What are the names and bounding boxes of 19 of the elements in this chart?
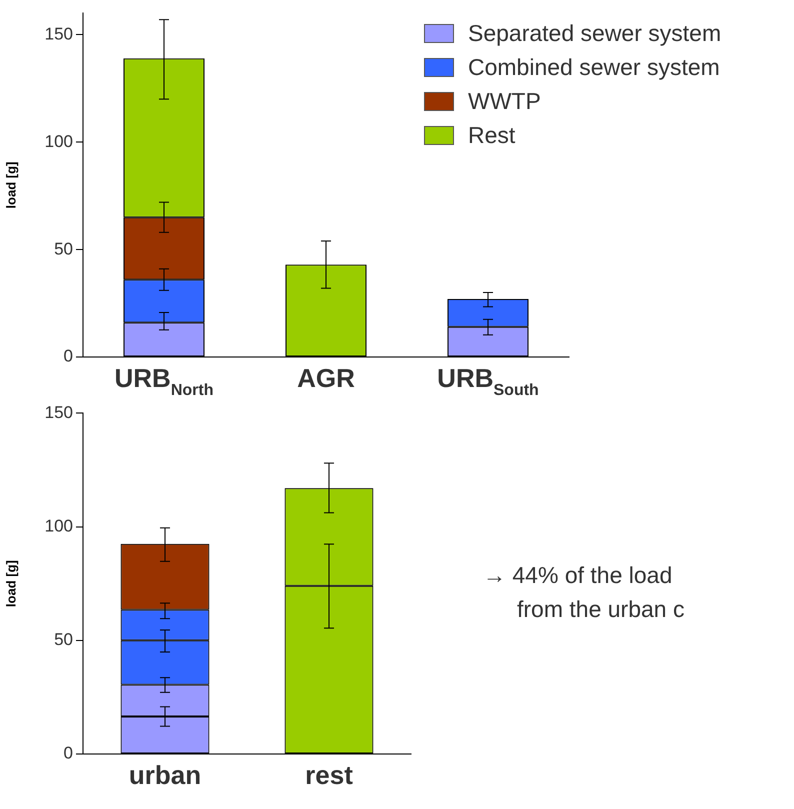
y-tick-label: 50	[54, 239, 73, 258]
y-tick-label: 150	[44, 24, 73, 44]
text: → 44% of the load	[483, 561, 674, 590]
legend-label: Rest	[468, 121, 516, 150]
legend-label: WWTP	[468, 87, 541, 116]
x-tick-label: AGR	[297, 363, 356, 393]
y-tick-label: 150	[44, 402, 73, 422]
y-tick-label: 0	[64, 744, 73, 763]
y-axis-title: load [g]	[3, 560, 18, 608]
y-tick-label: 100	[44, 132, 73, 151]
text: from the urban c	[516, 595, 684, 624]
legend-label: Combined sewer system	[468, 53, 720, 82]
x-tick-label: rest	[305, 760, 354, 790]
y-tick-label: 100	[44, 516, 73, 536]
x-tick-label: urban	[128, 760, 202, 790]
y-axis-title: load [g]	[3, 162, 18, 209]
legend-label: Separated sewer system	[468, 19, 722, 48]
y-tick-label: 0	[64, 346, 73, 366]
y-tick-label: 50	[54, 630, 73, 650]
